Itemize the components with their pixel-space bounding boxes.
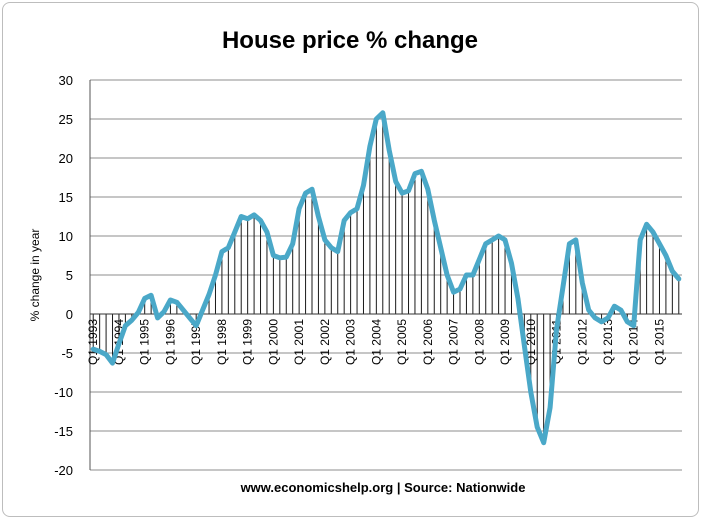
chart-title: House price % change: [222, 27, 478, 54]
x-tick-label: Q1 1999: [241, 319, 255, 365]
x-tick-label: Q1 1996: [163, 319, 177, 365]
x-tick-label: Q1 1998: [215, 319, 229, 365]
x-tick-label: Q1 2003: [344, 319, 358, 365]
x-tick-label: Q1 2007: [447, 319, 461, 365]
y-tick-label: 15: [59, 190, 73, 205]
x-tick-label: Q1 2001: [292, 319, 306, 365]
source-note: www.economicshelp.org | Source: Nationwi…: [240, 480, 526, 495]
x-tick-label: Q1 2014: [627, 319, 641, 365]
y-tick-label: 10: [59, 229, 73, 244]
y-tick-label: 25: [59, 112, 73, 127]
y-tick-label: -15: [54, 424, 73, 439]
x-tick-label: Q1 2012: [575, 319, 589, 365]
y-tick-label: -5: [61, 346, 73, 361]
y-tick-label: 20: [59, 151, 73, 166]
x-tick-label: Q1 2013: [601, 319, 615, 365]
drop-lines: [92, 112, 680, 443]
x-tick-label: Q1 1993: [86, 319, 100, 365]
x-tick-label: Q1 2005: [395, 319, 409, 365]
y-axis-label: % change in year: [28, 229, 42, 322]
y-axis-ticks: 30 25 20 15 10 5 0 -5 -10 -15 -20: [54, 73, 73, 478]
x-axis-ticks: Q1 1993 Q1 1994 Q1 1995 Q1 1996 Q1 1997 Q1 19…: [86, 319, 666, 365]
x-tick-label: Q1 2006: [421, 319, 435, 365]
x-tick-label: Q1 2009: [498, 319, 512, 365]
x-tick-label: Q1 1997: [189, 319, 203, 365]
series-house-price-change: [90, 110, 682, 446]
x-tick-label: Q1 2008: [472, 319, 486, 365]
x-tick-label: Q1 2000: [266, 319, 280, 365]
y-tick-label: 5: [66, 268, 73, 283]
y-tick-label: 30: [59, 73, 73, 88]
y-tick-label: -20: [54, 463, 73, 478]
x-tick-label: Q1 1995: [138, 319, 152, 365]
x-tick-label: Q1 2015: [652, 319, 666, 365]
x-tick-label: Q1 2002: [318, 319, 332, 365]
y-tick-label: 0: [66, 307, 73, 322]
x-tick-label: Q1 2004: [369, 319, 383, 365]
y-tick-label: -10: [54, 385, 73, 400]
series-line: [90, 110, 682, 446]
